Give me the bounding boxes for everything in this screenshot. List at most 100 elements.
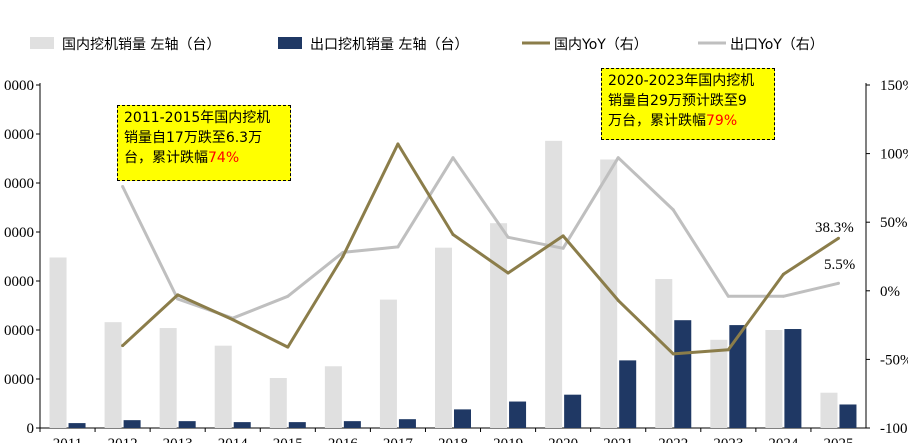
bar-1-2024 xyxy=(784,329,802,428)
x-tick-label-1: 2012 xyxy=(108,436,138,443)
legend-label-0: 国内挖机销量 左轴（台） xyxy=(62,37,220,53)
x-tick-label-6: 2017 xyxy=(383,436,414,443)
left-tick-label-3: 0000 xyxy=(4,274,34,290)
bar-0-2023 xyxy=(710,339,728,428)
bar-0-2020 xyxy=(545,140,563,429)
line-point-0-2021 xyxy=(616,298,620,302)
line-point-1-2012 xyxy=(121,185,125,189)
bar-0-2016 xyxy=(324,366,342,428)
legend-label-2: 国内YoY（右） xyxy=(554,37,648,53)
x-tick-label-11: 2022 xyxy=(658,436,688,443)
line-point-0-2016 xyxy=(341,255,345,258)
left-tick-label-4: 0000 xyxy=(4,225,34,241)
bar-0-2012 xyxy=(104,322,122,428)
line-point-0-2024 xyxy=(781,272,785,276)
line-point-0-2022 xyxy=(671,352,675,356)
left-tick-label-5: 0000 xyxy=(4,176,34,192)
right-tick-label-3: 50% xyxy=(880,215,908,231)
bar-1-2019 xyxy=(509,401,527,428)
lines xyxy=(121,142,840,356)
bar-0-2021 xyxy=(600,159,618,429)
left-tick-label-7: 0000 xyxy=(4,78,34,94)
bar-1-2018 xyxy=(454,409,471,428)
right-tick-label-4: 100% xyxy=(880,147,908,163)
line-point-0-2015 xyxy=(286,345,290,349)
bar-1-2014 xyxy=(233,422,251,428)
line-point-1-2018 xyxy=(451,156,455,160)
line-point-1-2017 xyxy=(396,245,400,249)
line-point-1-2015 xyxy=(286,294,290,298)
left-tick-label-2: 0000 xyxy=(4,323,34,339)
line-point-0-2014 xyxy=(231,318,235,322)
bar-1-2022 xyxy=(674,320,692,428)
right-tick-label-0: -100 xyxy=(880,421,908,437)
line-point-0-2025 xyxy=(836,236,840,240)
left-tick-label-6: 0000 xyxy=(4,127,34,143)
export-yoy-end-label: 5.5% xyxy=(824,257,856,273)
x-tick-label-10: 2021 xyxy=(603,436,633,443)
x-tick-label-9: 2020 xyxy=(548,436,578,443)
annotation-2020-2023: 2020-2023年国内挖机 销量自29万预计跌至9 万台，累计跌幅79% xyxy=(601,68,775,140)
line-point-0-2018 xyxy=(451,233,455,237)
bar-0-2025 xyxy=(820,392,838,428)
bar-0-2022 xyxy=(655,279,673,428)
legend: 国内挖机销量 左轴（台） 出口挖机销量 左轴（台） 国内YoY（右） 出口YoY（右） xyxy=(30,37,824,53)
line-point-1-2022 xyxy=(671,208,675,212)
x-tick-label-4: 2015 xyxy=(273,436,303,443)
line-point-0-2023 xyxy=(726,348,730,352)
line-series-0 xyxy=(121,142,840,356)
legend-swatch-0 xyxy=(30,37,54,49)
line-point-0-2019 xyxy=(506,271,510,275)
bar-1-2015 xyxy=(288,422,306,428)
line-series-1 xyxy=(121,156,839,320)
line-point-1-2025 xyxy=(836,281,840,285)
left-tick-label-0: 0 xyxy=(27,421,35,437)
legend-label-3: 出口YoY（右） xyxy=(730,37,824,53)
line-point-1-2024 xyxy=(781,294,785,298)
bar-1-2012 xyxy=(123,420,141,428)
line-point-0-2012 xyxy=(121,344,125,348)
line-point-1-2023 xyxy=(726,294,730,298)
bar-0-2019 xyxy=(490,223,508,428)
annotation-line: 台，累计跌幅 xyxy=(124,150,208,166)
bar-1-2013 xyxy=(178,421,196,428)
x-tick-label-8: 2019 xyxy=(493,436,523,443)
annotation-highlight: 74% xyxy=(208,150,240,166)
x-tick-label-2: 2013 xyxy=(163,436,193,443)
bar-1-2023 xyxy=(729,325,747,428)
left-tick-label-1: 0000 xyxy=(4,372,34,388)
line-point-1-2013 xyxy=(176,297,180,301)
bar-0-2018 xyxy=(435,247,452,428)
line-point-0-2017 xyxy=(396,142,400,146)
bar-1-2025 xyxy=(839,404,857,428)
x-tick-label-13: 2024 xyxy=(768,436,799,443)
x-tick-label-3: 2014 xyxy=(218,436,249,443)
annotation-line: 2011-2015年国内挖机 xyxy=(124,110,271,126)
annotation-line: 2020-2023年国内挖机 xyxy=(608,73,755,89)
annotation-line: 万台，累计跌幅 xyxy=(608,113,706,129)
line-point-0-2020 xyxy=(561,234,565,238)
bar-0-2013 xyxy=(159,328,177,428)
bars xyxy=(49,140,857,429)
line-point-0-2013 xyxy=(176,293,180,297)
legend-label-1: 出口挖机销量 左轴（台） xyxy=(310,37,468,53)
line-point-1-2021 xyxy=(616,156,620,160)
legend-swatch-1 xyxy=(278,37,302,49)
right-tick-label-2: 0% xyxy=(880,284,900,300)
line-point-1-2020 xyxy=(561,246,565,250)
bar-1-2017 xyxy=(398,419,416,428)
bar-1-2016 xyxy=(343,421,361,428)
bar-0-2015 xyxy=(269,378,287,428)
bar-0-2011 xyxy=(49,257,67,428)
bar-1-2021 xyxy=(619,360,637,428)
line-point-1-2019 xyxy=(506,235,510,239)
x-tick-label-14: 2025 xyxy=(823,436,853,443)
bar-0-2024 xyxy=(765,330,783,428)
x-tick-label-12: 2023 xyxy=(713,436,743,443)
annotation-highlight: 79% xyxy=(706,113,738,129)
bar-0-2017 xyxy=(379,299,397,428)
x-tick-label-7: 2018 xyxy=(438,436,468,443)
domestic-yoy-end-label: 38.3% xyxy=(815,220,854,236)
x-tick-label-5: 2016 xyxy=(328,436,359,443)
